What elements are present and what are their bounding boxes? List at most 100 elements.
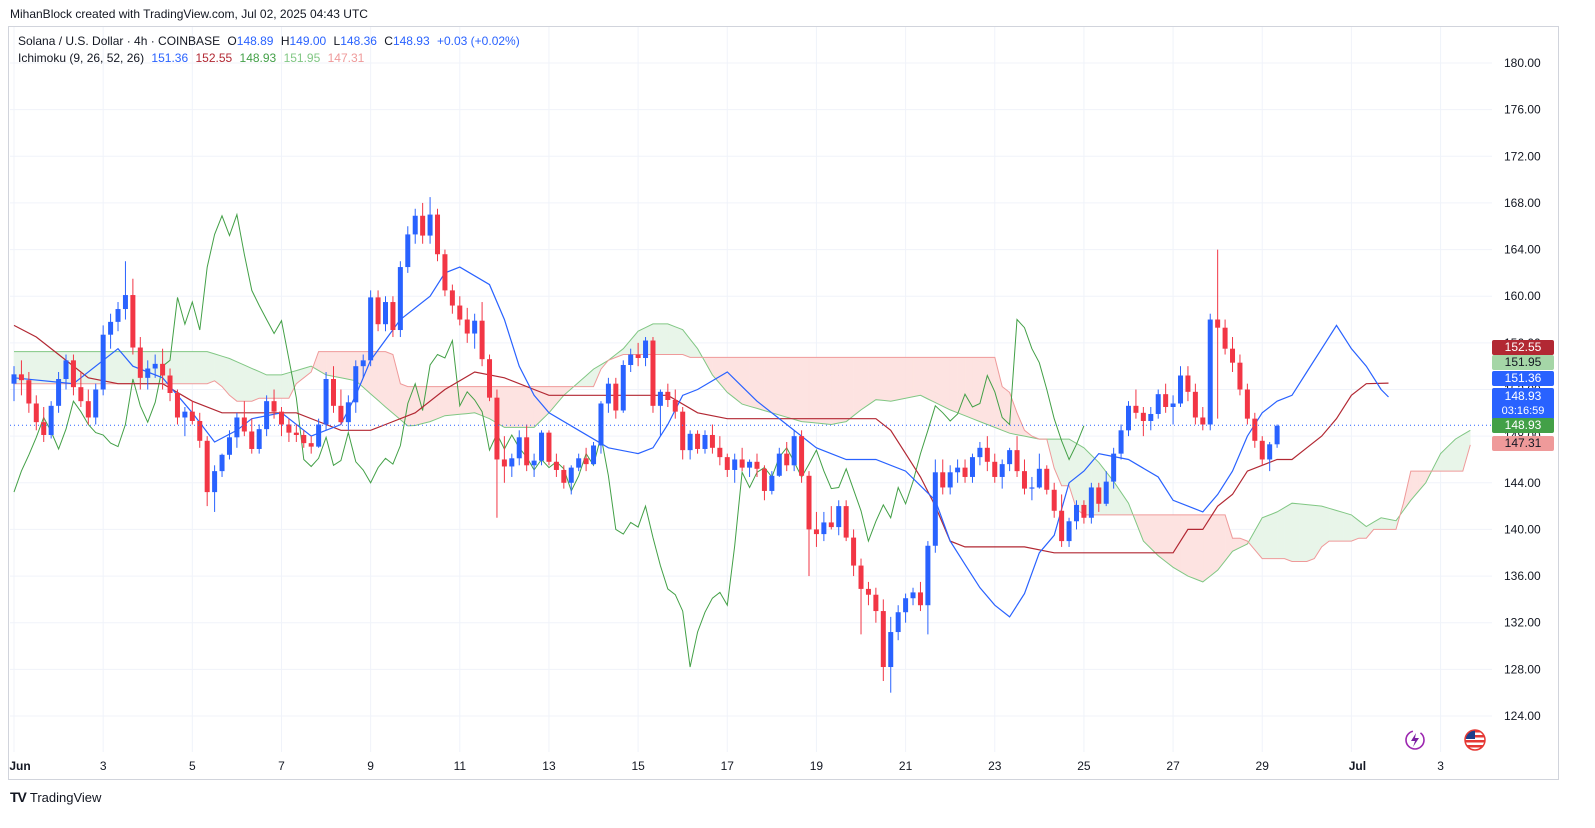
x-tick-label: 3 [1437, 759, 1444, 773]
lightning-icon[interactable] [1404, 729, 1426, 751]
candle-body [494, 397, 500, 460]
cloud-segment [192, 351, 200, 384]
candle-body [1267, 444, 1273, 460]
cloud-segment [340, 351, 349, 380]
cloud-segment [1187, 514, 1196, 580]
us-flag-icon[interactable] [1464, 729, 1486, 751]
cloud-segment [808, 357, 817, 424]
candle-body [1244, 389, 1250, 419]
span-a-line [14, 323, 1471, 583]
cloud-segment [1447, 438, 1456, 472]
candle-body [1081, 504, 1087, 518]
cloud-segment [258, 371, 267, 399]
y-tick-label: 164.00 [1504, 243, 1541, 257]
candle-body [108, 321, 114, 335]
candle-body [843, 506, 849, 538]
x-tick-label: 15 [631, 759, 645, 773]
countdown-timer: 03:16:59 [1501, 405, 1545, 417]
candle-body [531, 460, 537, 466]
candle-body [1007, 450, 1013, 465]
cloud-segment [793, 357, 802, 422]
candles [11, 197, 1280, 693]
y-tick-label: 128.00 [1504, 662, 1541, 676]
cloud-segment [957, 357, 966, 417]
cloud-segment [1343, 512, 1352, 542]
cloud-segment [831, 357, 839, 425]
low-value: 148.36 [340, 34, 377, 48]
candle-body [977, 447, 983, 458]
cloud-segment [377, 351, 386, 408]
candle-body [1096, 487, 1102, 504]
candle-body [925, 545, 931, 606]
candle-body [41, 422, 47, 435]
y-tick-label: 132.00 [1504, 616, 1541, 630]
cloud-segment [860, 357, 869, 411]
candle-body [1170, 403, 1176, 407]
x-tick-label: 3 [100, 759, 107, 773]
indicator-title[interactable]: Ichimoku (9, 26, 52, 26) [18, 51, 145, 65]
candle-body [383, 302, 388, 325]
base-value: 152.55 [195, 51, 233, 65]
candle-body [687, 433, 693, 451]
candle-body [152, 363, 158, 369]
candle-body [1185, 375, 1191, 392]
x-tick-label: 27 [1166, 759, 1180, 773]
candle-body [338, 405, 344, 423]
cloud-segment [764, 357, 773, 414]
cloud-segment [80, 351, 89, 384]
cloud-segment [630, 330, 639, 355]
candle-body [234, 417, 240, 438]
candle-body [487, 359, 493, 398]
candle-body [100, 334, 106, 390]
candle-body [1178, 375, 1184, 404]
candle-body [903, 598, 909, 613]
y-tick-label: 140.00 [1504, 522, 1541, 536]
x-tick-label: 7 [278, 759, 285, 773]
cloud-segment [1224, 514, 1233, 562]
candle-body [806, 475, 812, 530]
cloud-segment [719, 357, 728, 394]
candle-body [1036, 468, 1042, 488]
cloud-segment [771, 357, 780, 416]
cloud-segment [741, 357, 750, 407]
symbol-title[interactable]: Solana / U.S. Dollar · 4h · COINBASE [18, 34, 221, 48]
cloud-segment [675, 326, 683, 355]
candle-body [1066, 521, 1072, 542]
span-b-line [14, 351, 1471, 562]
cloud-segment [184, 351, 193, 384]
candle-body [539, 432, 545, 461]
y-tick-label: 160.00 [1504, 289, 1541, 303]
x-tick-label: 17 [721, 759, 735, 773]
candle-body [761, 468, 767, 491]
candle-body [910, 592, 916, 599]
candle-body [561, 469, 567, 483]
cloud-segment [392, 354, 401, 421]
candle-body [1140, 412, 1146, 421]
x-tick-label: 29 [1256, 759, 1270, 773]
candle-body [405, 234, 411, 268]
footer-brand-text: TradingView [29, 789, 102, 805]
price-tag-value: 152.55 [1504, 340, 1542, 354]
candle-body [212, 471, 218, 493]
cloud-segment [853, 357, 862, 417]
x-tick-label: 19 [810, 759, 824, 773]
candle-body [605, 383, 611, 404]
candle-body [836, 506, 842, 528]
x-tick-label: 9 [367, 759, 374, 773]
cloud-segment [1380, 517, 1389, 530]
cloud-segment [942, 357, 951, 411]
chart-frame [8, 26, 1559, 780]
candle-body [375, 297, 381, 325]
cloud-segment [1269, 511, 1278, 559]
candle-body [167, 375, 173, 393]
candle-body [85, 401, 91, 418]
candle-body [145, 368, 151, 378]
price-tag-148-93: 148.93 [1492, 418, 1554, 433]
candle-body [271, 401, 277, 412]
candle-body [390, 302, 396, 331]
footer-brand[interactable]: TV TradingView [10, 789, 101, 805]
candle-body [1215, 319, 1221, 328]
candle-body [1029, 487, 1035, 489]
candle-body [984, 447, 990, 462]
